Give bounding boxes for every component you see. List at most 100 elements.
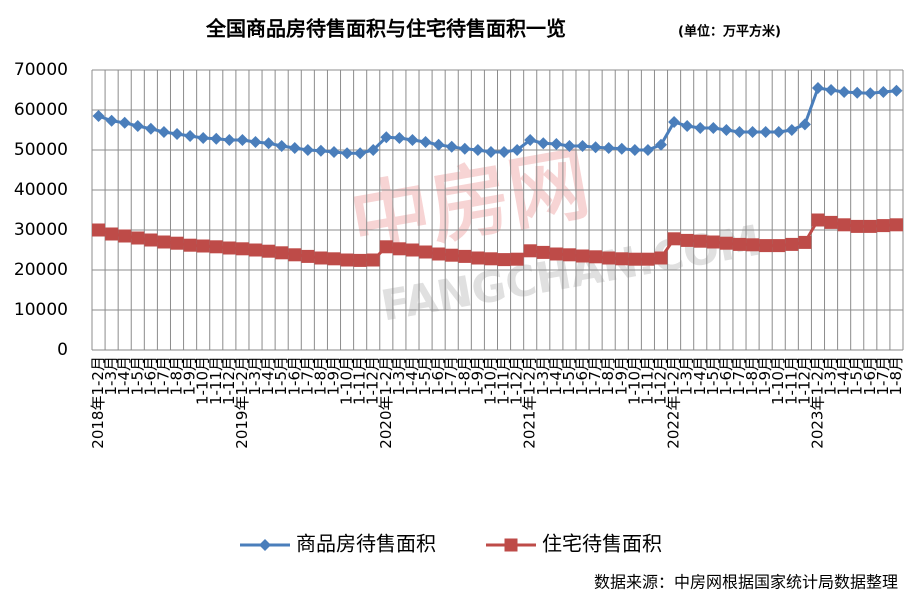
data-point — [405, 243, 419, 257]
data-point — [197, 132, 210, 144]
data-point — [772, 239, 786, 253]
data-point — [785, 124, 798, 136]
x-tick-label: 1-7月 — [586, 356, 604, 396]
data-point — [105, 227, 119, 241]
data-point — [562, 248, 576, 262]
data-point — [890, 84, 903, 97]
x-tick-label: 1-12月 — [364, 356, 382, 405]
y-tick-label: 10000 — [14, 300, 68, 320]
y-tick-label: 40000 — [14, 180, 68, 200]
data-point — [445, 248, 459, 262]
data-point — [170, 236, 184, 250]
data-point — [641, 252, 655, 266]
x-tick-label: 1-3月 — [678, 356, 696, 396]
data-point — [341, 147, 354, 160]
data-point — [262, 244, 276, 258]
data-point — [733, 126, 746, 138]
data-point — [602, 251, 616, 265]
x-tick-label: 1-5月 — [848, 356, 866, 396]
x-tick-label: 1-10月 — [194, 356, 212, 405]
data-point — [210, 132, 223, 145]
data-point — [288, 248, 302, 262]
data-point — [850, 219, 864, 233]
data-point — [524, 134, 537, 146]
y-tick-label: 30000 — [14, 220, 68, 240]
x-tick-label: 1-4月 — [115, 356, 133, 396]
data-point — [510, 252, 524, 266]
data-point — [484, 146, 497, 158]
data-point — [759, 239, 773, 253]
data-point — [772, 126, 785, 138]
data-point — [706, 235, 720, 249]
data-point — [602, 142, 615, 154]
x-tick-label: 1-9月 — [756, 356, 774, 396]
data-point — [654, 251, 668, 265]
data-point — [235, 242, 249, 256]
data-point — [471, 251, 485, 265]
x-tick-label: 1-10月 — [338, 356, 356, 405]
data-point — [354, 147, 367, 160]
data-point — [157, 235, 171, 249]
data-point — [301, 144, 314, 156]
data-point — [811, 213, 825, 227]
data-point — [536, 245, 550, 259]
x-tick-label: 2018年1-2月 — [89, 356, 107, 449]
data-point — [432, 138, 445, 151]
x-tick-label: 1-8月 — [168, 356, 186, 396]
x-tick-label: 1-12月 — [652, 356, 670, 405]
x-tick-label: 1-4月 — [259, 356, 277, 396]
x-tick-label: 1-6月 — [717, 356, 735, 396]
data-point — [549, 247, 563, 261]
data-point — [589, 141, 602, 154]
data-point — [497, 253, 511, 267]
data-point — [275, 246, 289, 260]
data-point — [523, 244, 537, 258]
x-tick-label: 1-4月 — [403, 356, 421, 396]
data-point — [144, 233, 158, 247]
data-point — [720, 124, 733, 136]
x-tick-label: 1-8月 — [599, 356, 617, 396]
y-tick-label: 20000 — [14, 260, 68, 280]
x-tick-label: 1-4月 — [547, 356, 565, 396]
data-point — [693, 234, 707, 248]
x-tick-label: 1-6月 — [141, 356, 159, 396]
data-point — [131, 120, 144, 132]
data-point — [537, 137, 550, 150]
y-tick-label: 70000 — [14, 60, 68, 80]
data-point — [641, 144, 654, 156]
data-point — [785, 237, 799, 251]
data-point — [236, 134, 249, 146]
data-point — [92, 110, 105, 122]
x-tick-label: 1-3月 — [102, 356, 120, 396]
x-tick-label: 2020年1-2月 — [377, 356, 395, 449]
x-tick-label: 1-10月 — [625, 356, 643, 405]
data-point — [458, 142, 471, 155]
x-tick-label: 1-8月 — [887, 356, 905, 396]
data-point — [864, 87, 877, 100]
data-point — [877, 86, 890, 98]
data-point — [589, 250, 603, 264]
data-point — [498, 146, 511, 158]
x-tick-label: 1-6月 — [429, 356, 447, 396]
data-point — [550, 138, 563, 150]
x-tick-label: 1-5月 — [416, 356, 434, 396]
source-note: 数据来源：中房网根据国家统计局数据整理 — [594, 573, 898, 592]
data-point — [445, 140, 458, 153]
data-point — [759, 126, 772, 138]
data-point — [183, 238, 197, 252]
data-point — [628, 144, 641, 156]
data-point — [262, 137, 275, 150]
data-point — [131, 231, 145, 245]
data-point — [366, 253, 380, 267]
data-point — [223, 134, 236, 146]
data-point — [628, 252, 642, 266]
data-point — [668, 116, 681, 128]
data-point — [209, 240, 223, 254]
x-tick-label: 1-3月 — [534, 356, 552, 396]
y-tick-label: 50000 — [14, 140, 68, 160]
x-tick-label: 1-4月 — [691, 356, 709, 396]
x-tick-label: 1-11月 — [495, 356, 513, 405]
x-tick-label: 1-10月 — [481, 356, 499, 405]
data-point — [419, 245, 433, 259]
